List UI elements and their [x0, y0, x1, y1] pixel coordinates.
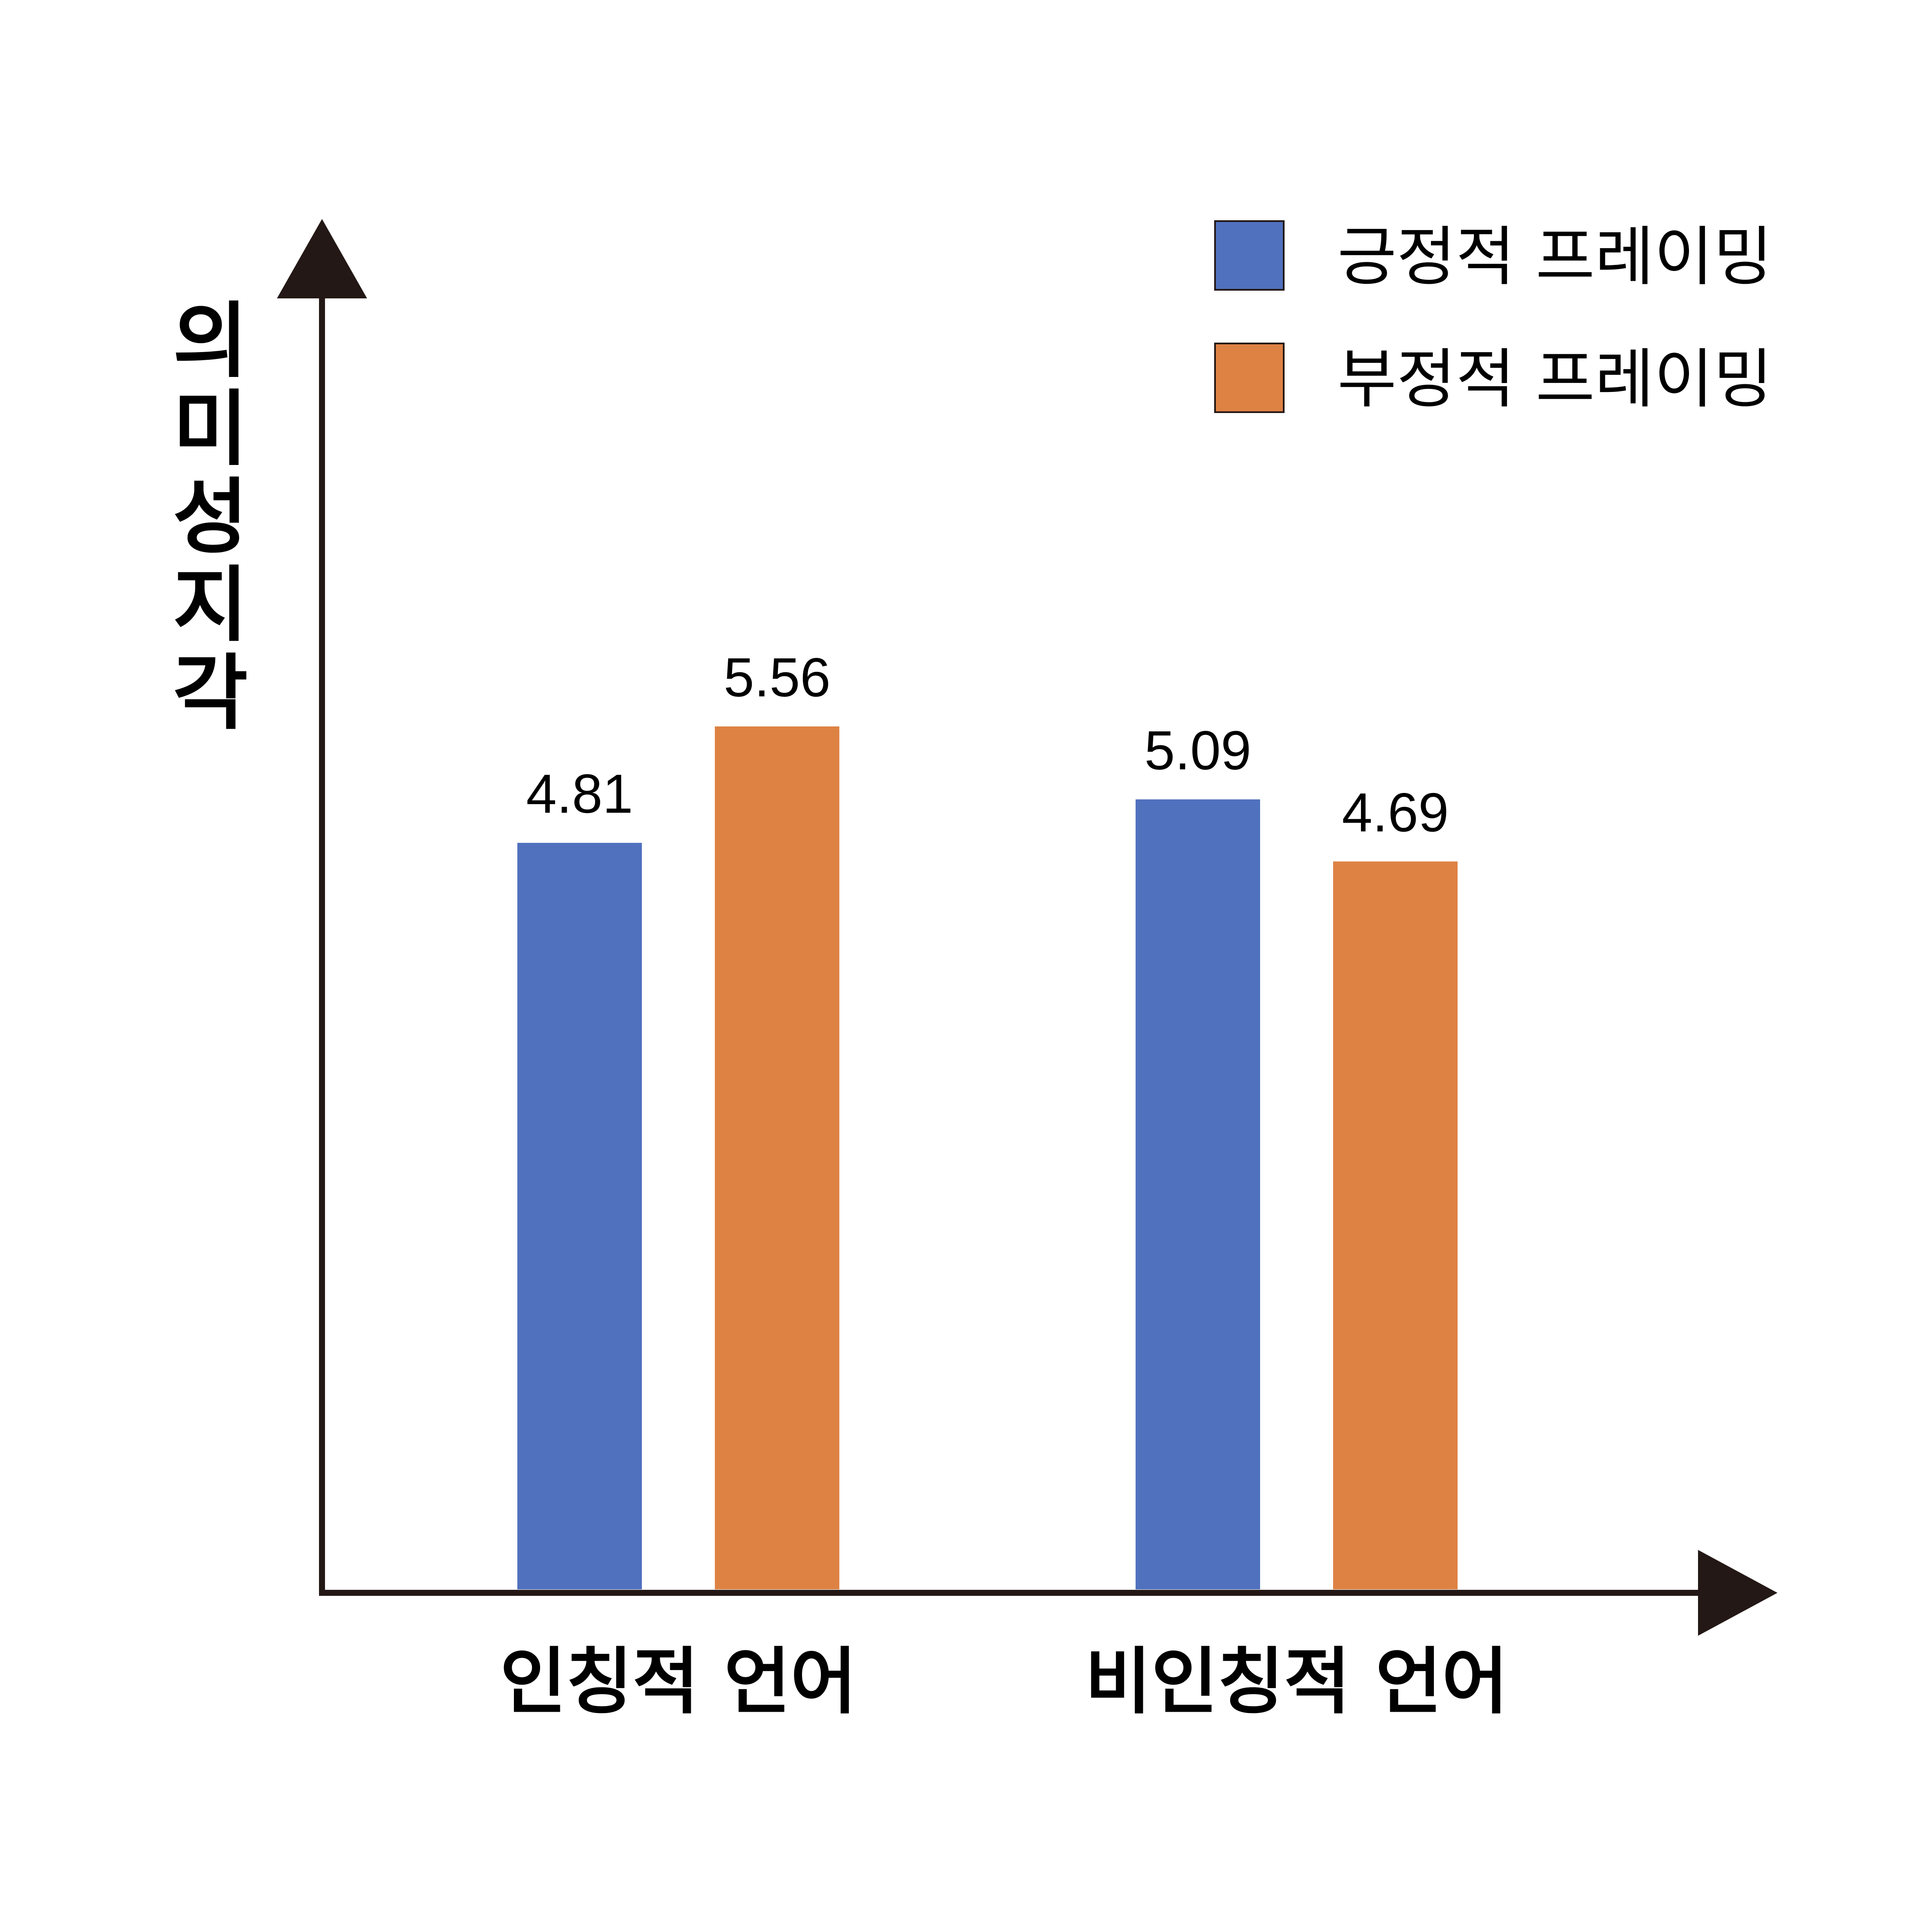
y-axis-label-char: 미 — [173, 382, 248, 477]
category-label: 인칭적 언어 — [500, 1640, 857, 1724]
axes — [277, 219, 1777, 1636]
category-labels-group: 인칭적 언어 비인칭적 언어 — [500, 1640, 1508, 1724]
bar-value-label: 4.81 — [526, 763, 633, 825]
y-axis-label-char: 성 — [173, 470, 248, 565]
legend-label-negative: 부정적 프레이밍 — [1337, 342, 1773, 417]
y-axis-label-char: 의 — [173, 294, 248, 389]
bar-value-label: 5.56 — [723, 647, 830, 708]
legend-swatch-positive — [1214, 220, 1285, 291]
bar — [517, 843, 642, 1589]
bar-value-label: 4.69 — [1342, 782, 1449, 844]
bar — [1136, 799, 1260, 1589]
x-axis-arrow-icon — [1698, 1550, 1777, 1636]
y-axis-label-char: 지 — [173, 558, 248, 653]
legend-swatch-negative — [1214, 343, 1285, 413]
legend: 긍정적 프레이밍 부정적 프레이밍 — [1214, 220, 1773, 417]
y-axis-label-char: 각 — [173, 646, 248, 741]
bar-value-label: 5.09 — [1144, 720, 1251, 781]
bar — [1333, 861, 1458, 1589]
bar — [715, 726, 839, 1589]
category-label: 비인칭적 언어 — [1085, 1640, 1508, 1724]
value-labels-group: 4.81 5.56 5.09 4.69 — [526, 647, 1449, 844]
bars-group — [517, 726, 1458, 1589]
legend-label-positive: 긍정적 프레이밍 — [1337, 220, 1773, 295]
y-axis-arrow-icon — [277, 219, 367, 298]
